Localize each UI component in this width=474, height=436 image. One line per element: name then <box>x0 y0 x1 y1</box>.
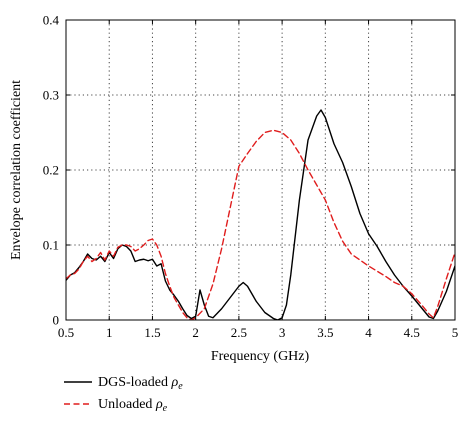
x-tick-label: 0.5 <box>58 325 74 340</box>
legend-label: Unloaded ρe <box>98 397 168 414</box>
x-tick-label: 3 <box>279 325 286 340</box>
y-tick-label: 0.4 <box>43 13 60 28</box>
y-tick-labels: 0 0.1 0.2 0.3 0.4 <box>43 13 60 328</box>
gridlines <box>66 20 455 320</box>
x-tick-label: 3.5 <box>317 325 333 340</box>
axis-ticks <box>65 19 456 321</box>
x-tick-label: 1.5 <box>144 325 160 340</box>
legend-item: Unloaded ρe <box>64 397 168 414</box>
legend-label-subscript: e <box>178 381 183 392</box>
x-tick-label: 1 <box>106 325 113 340</box>
legend-label: DGS-loaded ρe <box>98 375 183 392</box>
legend-label-text: DGS-loaded <box>98 375 172 390</box>
x-tick-label: 2.5 <box>231 325 247 340</box>
x-tick-label: 4.5 <box>404 325 420 340</box>
legend-label-symbol: ρ <box>171 375 179 390</box>
y-tick-label: 0.2 <box>43 163 59 178</box>
y-tick-label: 0.1 <box>43 238 59 253</box>
legend-label-subscript: e <box>163 403 168 414</box>
series-line-unloaded <box>66 129 455 320</box>
x-tick-label: 4 <box>365 325 372 340</box>
series-layer <box>66 109 455 320</box>
legend-label-text: Unloaded <box>98 397 156 412</box>
x-axis-label: Frequency (GHz) <box>211 349 310 364</box>
plot-area <box>66 20 455 320</box>
x-tick-label: 2 <box>192 325 199 340</box>
x-tick-labels: 0.5 1 1.5 2 2.5 3 3.5 4 4.5 5 <box>58 325 458 340</box>
series-line-dgs-loaded <box>66 109 455 320</box>
y-tick-label: 0.3 <box>43 88 59 103</box>
x-tick-label: 5 <box>452 325 459 340</box>
y-axis-label: Envelope correlation coefficient <box>9 80 24 260</box>
legend-item: DGS-loaded ρe <box>64 375 183 392</box>
legend-label-symbol: ρ <box>155 397 163 412</box>
y-tick-label: 0 <box>53 313 60 328</box>
